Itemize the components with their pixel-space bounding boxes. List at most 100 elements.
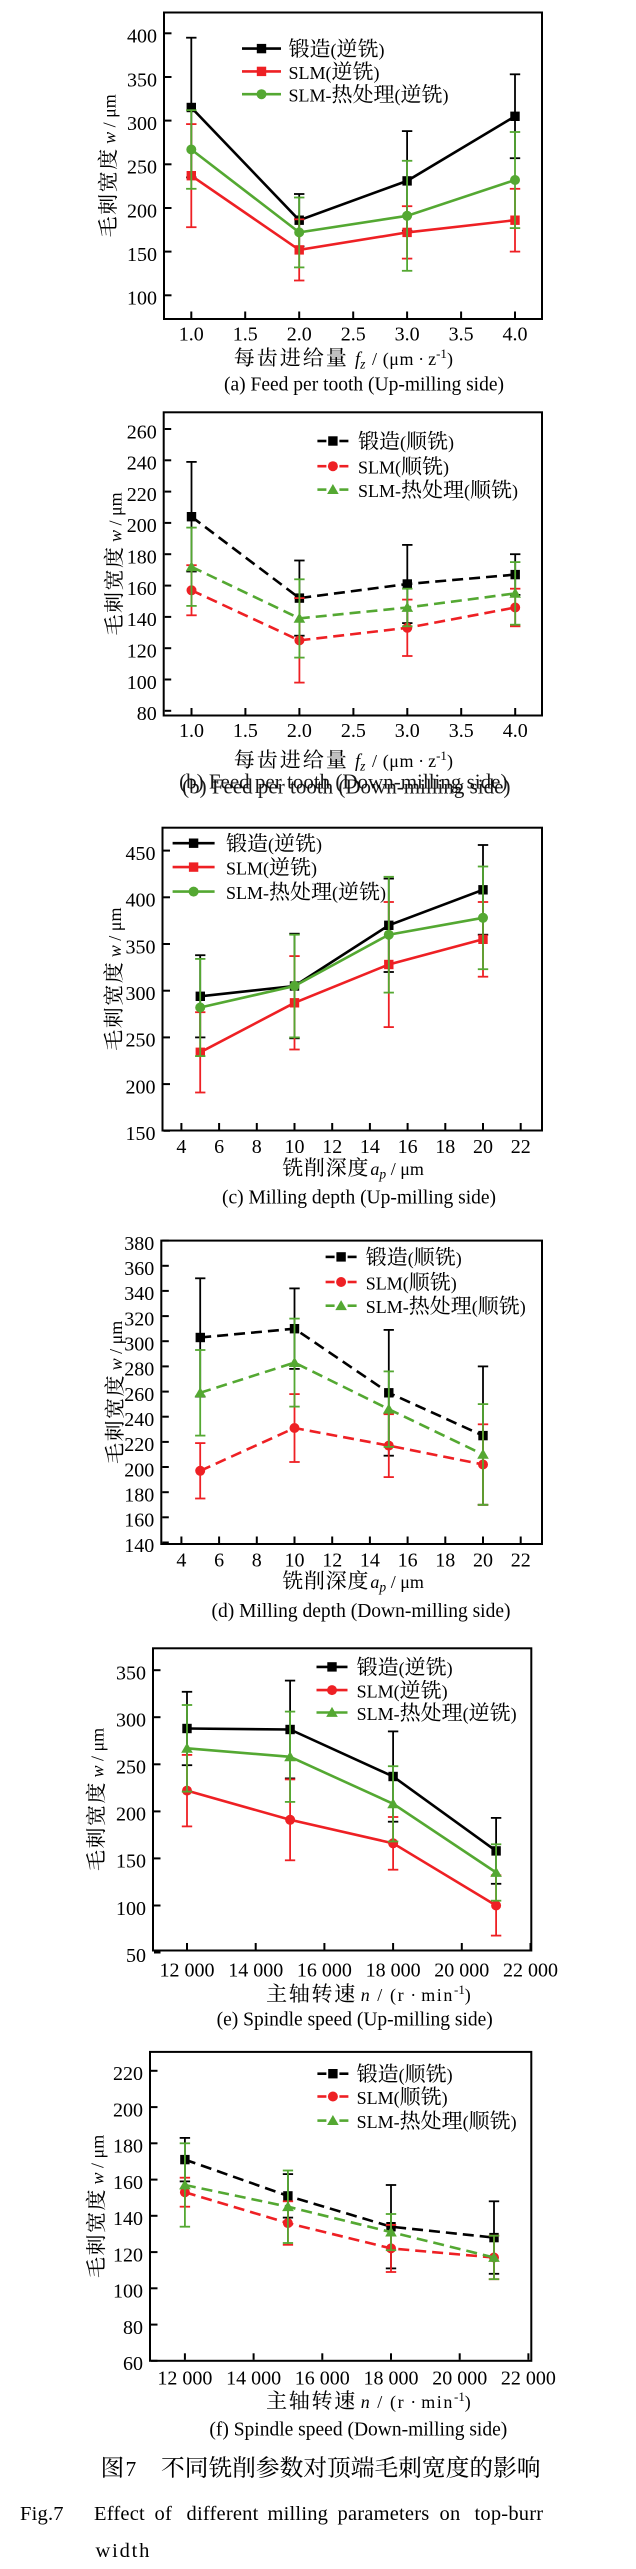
svg-text:·: · [410, 2392, 416, 2412]
svg-text:250: 250 [116, 1757, 146, 1779]
svg-text:4.0: 4.0 [503, 720, 528, 742]
svg-text:6: 6 [214, 1136, 224, 1158]
svg-text:): ) [443, 458, 449, 479]
svg-text:/ μm: / μm [105, 908, 125, 946]
svg-text:(: ( [268, 835, 274, 856]
svg-text:4.0: 4.0 [503, 324, 528, 346]
svg-text:z: z [428, 349, 436, 369]
svg-text:100: 100 [127, 288, 157, 310]
svg-text:22: 22 [511, 1136, 531, 1158]
svg-text:/ μm: / μm [386, 1159, 424, 1179]
svg-text:140: 140 [124, 1535, 154, 1557]
svg-text:SLM-: SLM- [289, 86, 332, 106]
svg-text:/ (r: / (r [371, 2392, 405, 2413]
svg-text:16: 16 [398, 1550, 418, 1572]
svg-text:18: 18 [435, 1136, 455, 1158]
svg-text:100: 100 [113, 2281, 143, 2303]
svg-text:8: 8 [252, 1136, 262, 1158]
svg-text:(: ( [464, 481, 470, 502]
svg-text:/ μm: / μm [99, 94, 119, 132]
svg-text:z: z [428, 751, 436, 771]
svg-text:14 000: 14 000 [226, 2368, 281, 2390]
svg-text:8: 8 [252, 1550, 262, 1572]
svg-text:150: 150 [127, 244, 157, 266]
svg-text:150: 150 [126, 1123, 156, 1145]
svg-text:): ) [447, 349, 453, 370]
svg-text:200: 200 [126, 1076, 156, 1098]
svg-text:12 000: 12 000 [160, 1960, 215, 1982]
svg-text:60: 60 [123, 2353, 143, 2375]
svg-text:120: 120 [127, 641, 157, 663]
svg-text:f: f [355, 350, 363, 370]
svg-text:2.0: 2.0 [287, 720, 312, 742]
svg-text:p: p [378, 1167, 386, 1182]
svg-text:): ) [442, 2088, 448, 2109]
svg-text:16: 16 [398, 1136, 418, 1158]
svg-text:SLM(: SLM( [357, 1682, 400, 1703]
svg-text:/ (r: / (r [371, 1985, 405, 2006]
svg-text:min: min [421, 1985, 454, 2005]
svg-text:350: 350 [127, 69, 157, 91]
svg-text:p: p [378, 1580, 386, 1595]
svg-text:-1: -1 [454, 1982, 465, 1997]
svg-text:300: 300 [126, 983, 156, 1005]
svg-text:1.5: 1.5 [233, 720, 258, 742]
svg-text:): ) [465, 2392, 471, 2413]
svg-text:parameters: parameters [338, 2503, 430, 2525]
svg-text:SLM(: SLM( [358, 458, 401, 479]
svg-text:): ) [442, 1682, 448, 1703]
svg-text:min: min [421, 2392, 454, 2412]
svg-text:260: 260 [124, 1384, 154, 1406]
svg-text:(: ( [395, 86, 401, 107]
svg-text:): ) [380, 883, 386, 904]
svg-text:160: 160 [113, 2172, 143, 2194]
svg-text:240: 240 [127, 453, 157, 475]
svg-text:140: 140 [113, 2208, 143, 2230]
svg-text:): ) [374, 63, 380, 84]
svg-text:SLM-: SLM- [357, 2112, 400, 2132]
svg-text:350: 350 [126, 936, 156, 958]
svg-text:a: a [370, 1572, 379, 1592]
svg-text:w: w [99, 132, 119, 144]
svg-text:14 000: 14 000 [228, 1960, 283, 1982]
svg-text:4: 4 [176, 1550, 186, 1572]
svg-text:400: 400 [126, 890, 156, 912]
svg-text:120: 120 [113, 2244, 143, 2266]
svg-text:20: 20 [473, 1550, 493, 1572]
svg-text:(: ( [463, 2112, 469, 2133]
svg-text:160: 160 [127, 578, 157, 600]
svg-text:w: w [106, 1358, 126, 1370]
svg-text:n: n [361, 1985, 370, 2005]
svg-text:(d) Milling depth (Down-millin: (d) Milling depth (Down-milling side) [212, 1601, 511, 1622]
svg-text:(: ( [472, 1297, 478, 1318]
svg-text:18 000: 18 000 [366, 1960, 421, 1982]
svg-text:SLM-: SLM- [358, 481, 401, 501]
svg-text:22 000: 22 000 [501, 2368, 556, 2390]
svg-text:SLM(: SLM( [366, 1274, 409, 1295]
svg-text:1.0: 1.0 [179, 720, 204, 742]
svg-text:/ μm: / μm [106, 1321, 126, 1359]
svg-text:): ) [447, 751, 453, 772]
svg-text:(b) Feed per tooth (Down-milli: (b) Feed per tooth (Down-milling side) [182, 775, 510, 799]
svg-text:z: z [359, 759, 366, 774]
svg-text:220: 220 [113, 2063, 143, 2085]
svg-text:200: 200 [113, 2099, 143, 2121]
svg-text:): ) [447, 2065, 453, 2086]
svg-text:/ μm: / μm [88, 1728, 108, 1766]
svg-text:f: f [355, 752, 363, 772]
svg-text:): ) [511, 1704, 517, 1725]
svg-text:22 000: 22 000 [503, 1960, 558, 1982]
svg-text:(: ( [399, 2065, 405, 2086]
svg-text:(: ( [331, 40, 337, 61]
svg-text:350: 350 [116, 1663, 146, 1685]
svg-text:50: 50 [126, 1945, 146, 1967]
svg-text:): ) [316, 835, 322, 856]
svg-text:(c) Milling depth (Up-milling: (c) Milling depth (Up-milling side) [222, 1188, 496, 1209]
svg-text:340: 340 [124, 1283, 154, 1305]
svg-text:18 000: 18 000 [364, 2368, 419, 2390]
svg-text:320: 320 [124, 1308, 154, 1330]
svg-text:/ μm: / μm [386, 1572, 424, 1592]
svg-text:of: of [155, 2503, 172, 2525]
svg-text:2.5: 2.5 [341, 720, 366, 742]
svg-text:6: 6 [214, 1550, 224, 1572]
